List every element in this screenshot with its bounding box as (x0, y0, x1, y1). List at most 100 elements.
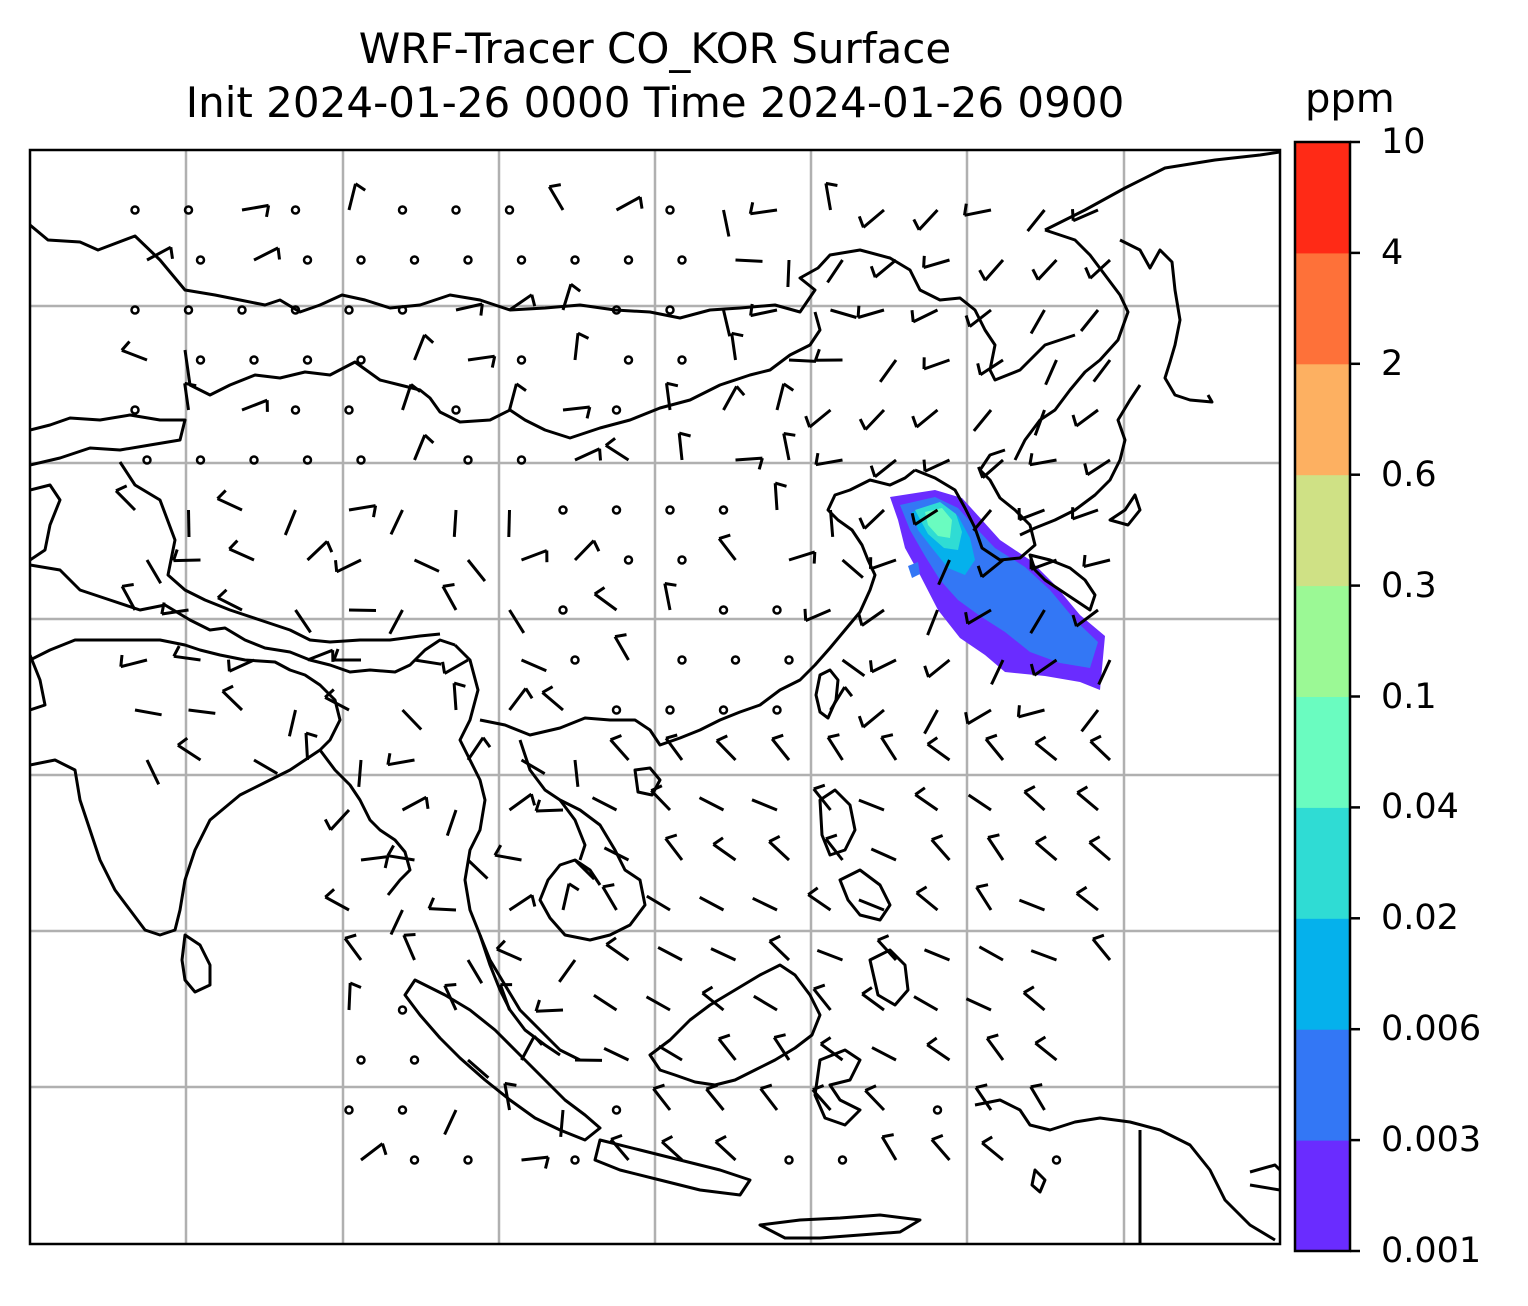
wind-barb (788, 358, 817, 363)
wind-barb (717, 533, 737, 561)
wind-barb (650, 784, 672, 812)
wind-barb (972, 509, 993, 532)
wind-barb (1029, 609, 1046, 634)
wind-barb (930, 834, 951, 861)
wind-barb (816, 948, 844, 962)
wind-barb-calm (249, 455, 259, 465)
colorbar-swatch (1295, 585, 1350, 697)
wind-barb (134, 708, 162, 717)
wind-barb (965, 997, 992, 1012)
wind-barb (975, 883, 993, 911)
wind-barb (1076, 785, 1099, 812)
wind-barb (520, 758, 546, 775)
wind-barb (788, 550, 817, 564)
wind-barb (187, 509, 191, 538)
wind-barb-calm (130, 405, 140, 415)
wind-barb (386, 844, 415, 862)
wind-barb (748, 201, 778, 216)
wind-barb (824, 833, 844, 861)
wind-barb (343, 933, 363, 961)
wind-barb (749, 303, 778, 318)
wind-barb-calm (356, 1055, 366, 1065)
wind-barb (188, 708, 216, 715)
wind-barb (911, 408, 939, 429)
wind-barb (216, 588, 243, 612)
wind-barb (443, 983, 458, 1011)
wind-barb-calm (611, 305, 622, 315)
wind-barb-calm (570, 655, 580, 665)
wind-barb (812, 983, 832, 1011)
wind-barb (508, 687, 534, 711)
wind-barb (172, 549, 201, 563)
wind-barb (402, 933, 416, 961)
wind-barb (857, 708, 885, 729)
wind-barb (910, 308, 939, 324)
wind-barb-calm (344, 405, 354, 415)
colorbar-tick-label: 0.02 (1381, 898, 1459, 939)
wind-barb-calm (718, 705, 729, 715)
wind-barb (573, 539, 601, 562)
wind-barb (593, 993, 618, 1012)
wind-barb (520, 658, 547, 673)
wind-barb (730, 331, 744, 361)
wind-barb (772, 1033, 791, 1061)
wind-barb (146, 245, 174, 262)
wind-barb (937, 559, 951, 586)
wind-barb (646, 894, 671, 912)
wind-barb-calm (183, 205, 194, 215)
wind-barb (615, 195, 644, 212)
wind-barb (493, 844, 522, 862)
wind-barb-calm (504, 205, 515, 215)
wind-barb (880, 1133, 898, 1161)
wind-barb (119, 654, 148, 669)
wind-barb (782, 432, 796, 461)
wind-barb (658, 1044, 683, 1062)
colorbar-swatch (1295, 1140, 1350, 1252)
wind-barb (1079, 309, 1100, 332)
wind-barb (811, 1084, 832, 1111)
wind-barb-calm (397, 1005, 408, 1015)
wind-barb (183, 381, 197, 411)
wind-barb (923, 658, 951, 679)
wind-barb (216, 489, 243, 512)
wind-barb (306, 648, 335, 662)
wind-barb (717, 1033, 737, 1061)
wind-barb (145, 759, 161, 785)
wind-barb (466, 559, 487, 583)
wind-barb (1071, 208, 1099, 223)
wind-barb-calm (409, 1155, 420, 1165)
wind-barb-calm (570, 1155, 580, 1165)
wind-barb (294, 609, 312, 634)
wind-barb (357, 759, 363, 788)
wind-barb (445, 809, 458, 837)
wind-barb (964, 708, 992, 725)
wind-barb-calm (665, 505, 675, 515)
wind-barb (677, 431, 691, 461)
wind-barb (601, 883, 618, 911)
wind-barb (389, 909, 404, 936)
wind-barb-calm (516, 455, 527, 465)
wind-barb (452, 509, 458, 537)
wind-barb (1029, 309, 1046, 335)
wind-barb (609, 734, 630, 761)
wind-barb (963, 203, 992, 217)
wind-barb (401, 383, 422, 411)
wind-barb (1084, 258, 1112, 280)
wind-barb (751, 798, 778, 812)
wind-barb (508, 382, 527, 411)
wind-barb (964, 308, 992, 328)
wind-barb (857, 208, 885, 229)
wind-barb (664, 733, 684, 761)
colorbar-swatch (1295, 807, 1350, 919)
wind-barb (1082, 554, 1111, 569)
wind-barb-calm (665, 205, 675, 215)
wind-barb (876, 934, 898, 962)
wind-barb (978, 945, 1004, 962)
wind-barb (1071, 408, 1099, 428)
wind-barb (698, 895, 725, 912)
wind-barb (768, 834, 791, 862)
wind-barb-calm (249, 355, 259, 365)
wind-barb-calm (665, 305, 675, 315)
wind-barb (1031, 258, 1058, 281)
